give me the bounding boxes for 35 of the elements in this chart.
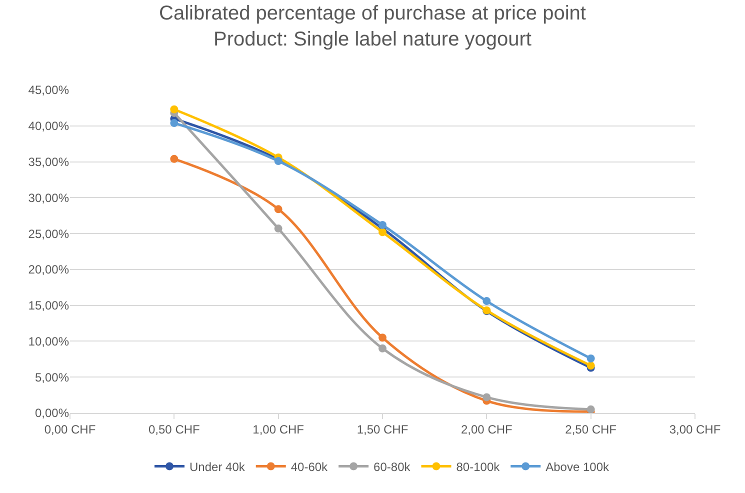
y-tick-label: 15,00% (28, 298, 70, 313)
y-tick-label: 10,00% (28, 334, 70, 348)
y-tick-label: 25,00% (28, 226, 70, 241)
y-tick-label: 30,00% (28, 190, 70, 205)
x-tick-label: 1,00 CHF (252, 422, 304, 436)
point (378, 228, 386, 236)
point (170, 105, 178, 114)
x-tick-label: 2,00 CHF (460, 422, 512, 436)
point (170, 119, 178, 128)
x-tick-label: 2,50 CHF (565, 422, 617, 436)
point (378, 334, 386, 342)
chart-title: Calibrated percentage of purchase at price point Product: Single label nature yogourt (159, 2, 586, 51)
point (170, 154, 178, 163)
y-tick-label: 0,00% (34, 406, 70, 420)
point (378, 220, 386, 229)
x-tick-label: 0,00 CHF (44, 422, 96, 436)
legend-label: Under 40k (190, 460, 246, 474)
y-tick-label: 20,00% (28, 262, 70, 277)
point (274, 205, 282, 214)
legend-label: 80-100k (456, 460, 501, 474)
legend-label: Above 100k (546, 460, 610, 474)
point (274, 224, 282, 233)
x-tick-label: 1,50 CHF (356, 422, 408, 436)
y-tick-label: 45,00% (28, 83, 70, 98)
point (378, 344, 386, 352)
x-tick-label: 3,00 CHF (669, 422, 721, 436)
legend-label: 60-80k (374, 460, 412, 474)
x-tick-label: 0,50 CHF (148, 422, 200, 436)
point (482, 393, 491, 402)
point (482, 297, 491, 306)
legend-label: 40-60k (290, 460, 329, 474)
y-tick-label: 5,00% (34, 370, 70, 384)
point (586, 354, 595, 362)
y-tick-label: 40,00% (28, 119, 70, 134)
y-tick-label: 35,00% (28, 154, 70, 169)
